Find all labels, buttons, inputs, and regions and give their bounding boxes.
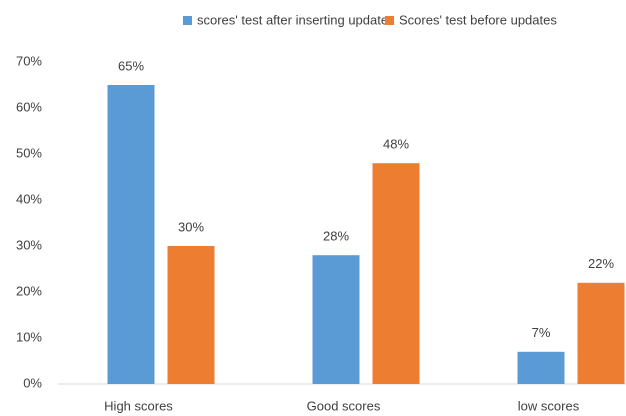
bar [372, 163, 420, 384]
bar [107, 85, 155, 384]
value-label: 7% [532, 325, 551, 340]
y-tick-label: 40% [16, 191, 42, 206]
y-tick-label: 60% [16, 99, 42, 114]
legend-label: scores' test after inserting updates [197, 12, 395, 27]
value-label: 28% [323, 229, 349, 244]
legend-label: Scores' test before updates [399, 12, 557, 27]
bar [517, 351, 565, 384]
legend-swatch [385, 16, 394, 25]
y-tick-label: 20% [16, 283, 42, 298]
value-label: 22% [588, 256, 614, 271]
legend-swatch [183, 16, 192, 25]
y-tick-label: 50% [16, 145, 42, 160]
x-tick-label: Good scores [307, 398, 381, 413]
bar [312, 255, 360, 384]
y-tick-label: 30% [16, 237, 42, 252]
x-tick-label: High scores [104, 398, 173, 413]
bar [577, 282, 625, 384]
bar [167, 246, 215, 384]
x-tick-label: low scores [518, 398, 580, 413]
y-tick-label: 0% [23, 375, 42, 390]
value-label: 30% [178, 219, 204, 234]
y-tick-label: 10% [16, 329, 42, 344]
y-tick-label: 70% [16, 53, 42, 68]
value-label: 48% [383, 137, 409, 152]
value-label: 65% [118, 58, 144, 73]
